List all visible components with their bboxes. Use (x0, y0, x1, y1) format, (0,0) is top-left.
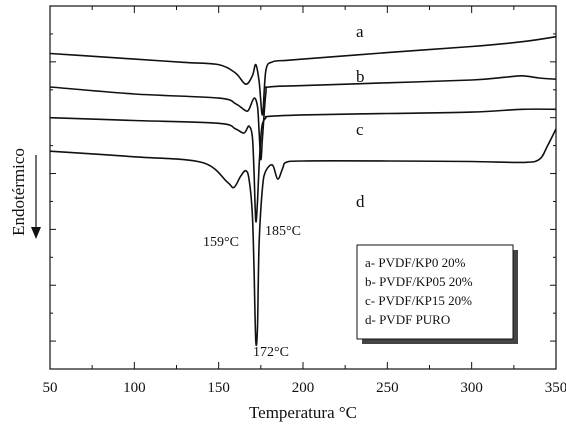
arrow-down-icon (31, 155, 41, 239)
y-axis-label-group: Endotérmico (9, 148, 28, 236)
annotation-185: 185°C (265, 224, 301, 239)
x-tick-label: 350 (545, 380, 566, 396)
annotation-172: 172°C (253, 345, 289, 360)
x-tick-label: 150 (207, 380, 230, 396)
legend-entry-d: d- PVDF PURO (365, 312, 450, 327)
y-axis-label: Endotérmico (9, 148, 28, 236)
legend-entry-b: b- PVDF/KP05 20% (365, 274, 473, 289)
x-tick-label: 250 (376, 380, 399, 396)
legend-box: a- PVDF/KP0 20% b- PVDF/KP05 20% c- PVDF… (356, 244, 518, 344)
curve-label-b: b (356, 67, 365, 86)
x-tick-label: 300 (460, 380, 483, 396)
x-tick-label: 200 (292, 380, 315, 396)
x-tick-label: 100 (123, 380, 146, 396)
arrow-head (31, 227, 41, 239)
x-tick-labels: 50 100 150 200 250 300 350 (43, 380, 566, 396)
series-line-b (49, 74, 557, 161)
x-axis-label: Temperatura °C (249, 403, 357, 422)
series-line-a (49, 35, 557, 116)
axis-ticks (49, 6, 557, 369)
legend-frame (356, 244, 514, 340)
annotation-159: 159°C (203, 235, 239, 250)
series-line-d (49, 128, 557, 346)
curve-label-c: c (356, 120, 364, 139)
curves (49, 35, 557, 346)
curve-label-d: d (356, 192, 365, 211)
curve-label-a: a (356, 22, 364, 41)
legend-entry-a: a- PVDF/KP0 20% (365, 255, 466, 270)
series-line-c (49, 108, 557, 223)
legend-entry-c: c- PVDF/KP15 20% (365, 293, 472, 308)
x-tick-label: 50 (43, 380, 58, 396)
